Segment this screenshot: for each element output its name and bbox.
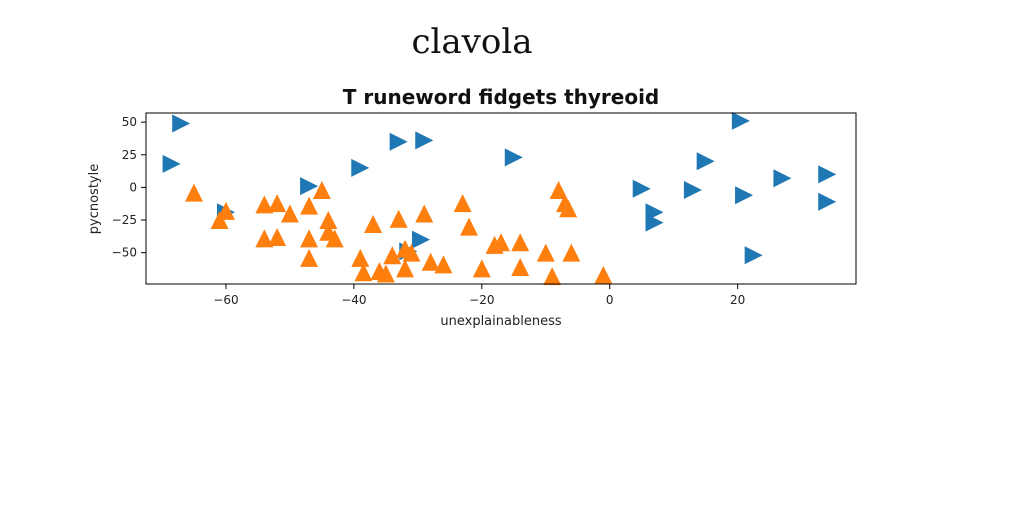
orange-scatter-point xyxy=(460,217,479,236)
orange-scatter-point xyxy=(389,209,408,228)
y-axis-ticks: −50 −25 0 25 50 xyxy=(112,115,146,260)
blue-scatter-point xyxy=(744,246,763,265)
orange-scatter-point xyxy=(319,211,338,230)
orange-scatter-point xyxy=(354,263,373,282)
chart-title: T runeword fidgets thyreoid xyxy=(343,85,660,109)
plot-marks xyxy=(162,111,837,286)
x-tick-label: −20 xyxy=(469,293,494,307)
orange-scatter-point xyxy=(325,229,344,248)
blue-scatter-point xyxy=(389,132,408,151)
orange-scatter-point xyxy=(280,204,299,223)
y-tick-label: 50 xyxy=(122,115,137,129)
x-axis-label: unexplainableness xyxy=(440,314,561,329)
orange-scatter-point xyxy=(184,183,203,202)
y-axis-label: pycnostyle xyxy=(87,164,102,234)
orange-scatter-point xyxy=(453,194,472,213)
orange-scatter-point xyxy=(415,204,434,223)
blue-scatter-point xyxy=(504,148,523,167)
orange-scatter-point xyxy=(383,246,402,265)
orange-scatter-point xyxy=(376,264,395,283)
orange-scatter-point xyxy=(312,181,331,200)
orange-scatter-point xyxy=(268,194,287,213)
plot-frame xyxy=(145,112,857,285)
x-tick-label: 20 xyxy=(730,293,745,307)
blue-scatter-point xyxy=(645,213,664,232)
blue-scatter-point xyxy=(351,158,370,177)
orange-scatter-point xyxy=(255,229,274,248)
orange-scatter-point xyxy=(594,265,613,284)
orange-scatter-point xyxy=(351,248,370,267)
blue-scatter-point xyxy=(818,192,837,211)
blue-scatter-point xyxy=(162,154,181,173)
blue-scatter-point xyxy=(773,169,792,188)
orange-scatter-point xyxy=(396,259,415,278)
orange-scatter-point xyxy=(300,248,319,267)
orange-scatter-point xyxy=(421,252,440,271)
y-tick-label: −25 xyxy=(112,213,137,227)
blue-scatter-point xyxy=(735,186,754,205)
x-tick-label: −60 xyxy=(213,293,238,307)
orange-scatter-point xyxy=(559,199,578,218)
blue-scatter-point xyxy=(300,177,319,196)
orange-scatter-point xyxy=(492,233,510,252)
orange-scatter-point xyxy=(255,195,274,214)
orange-scatter-point xyxy=(268,228,287,247)
orange-scatter-point xyxy=(434,255,453,274)
orange-scatter-point xyxy=(210,211,229,230)
orange-scatter-point xyxy=(300,229,319,248)
orange-scatter-point xyxy=(536,243,555,262)
orange-scatter-point xyxy=(562,243,581,262)
blue-scatter-point xyxy=(412,230,431,249)
y-tick-label: 25 xyxy=(122,148,137,162)
x-tick-label: −40 xyxy=(341,293,366,307)
orange-scatter-point xyxy=(511,258,530,277)
orange-scatter-point xyxy=(549,181,568,200)
orange-scatter-point xyxy=(543,267,562,286)
orange-scatter-point xyxy=(300,196,319,215)
orange-scatter-point xyxy=(402,243,421,262)
x-axis-ticks: −60 −40 −20 0 20 xyxy=(213,284,745,307)
blue-scatter-point xyxy=(683,181,702,200)
x-tick-label: 0 xyxy=(606,293,614,307)
blue-scatter-point xyxy=(818,165,837,184)
blue-scatter-point xyxy=(731,111,750,130)
blue-scatter-point xyxy=(632,179,651,198)
y-tick-label: −50 xyxy=(112,246,137,260)
orange-scatter-point xyxy=(472,259,491,278)
blue-scatter-point xyxy=(696,152,715,171)
orange-scatter-point xyxy=(364,214,383,233)
orange-scatter-point xyxy=(216,201,235,220)
orange-scatter-point xyxy=(511,233,530,252)
blue-scatter-point xyxy=(415,131,434,150)
blue-scatter-point xyxy=(172,114,191,133)
y-tick-label: 0 xyxy=(129,180,137,194)
figure-suptitle: clavola xyxy=(411,22,533,62)
